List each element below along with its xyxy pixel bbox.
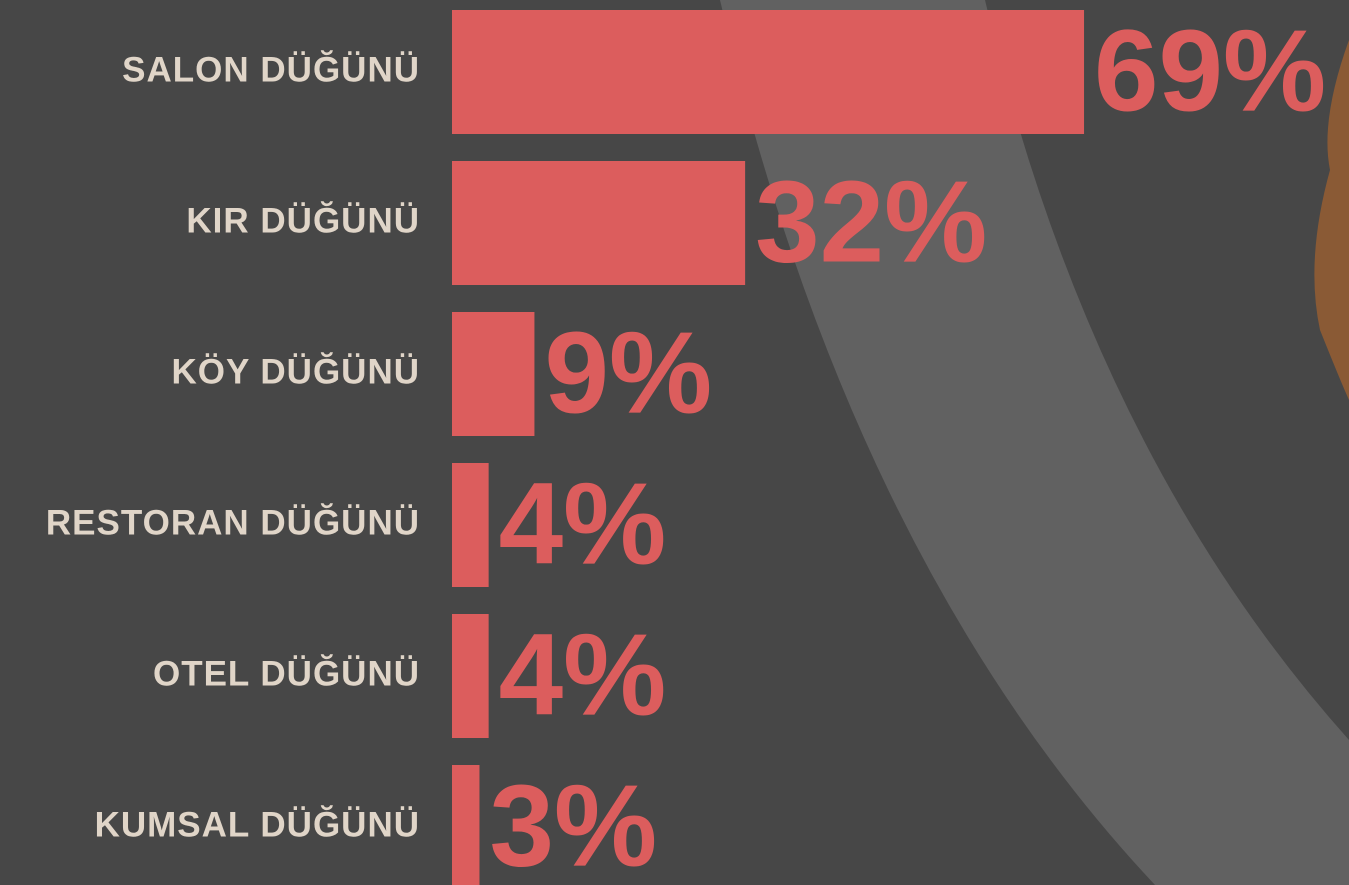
bar — [452, 312, 535, 436]
bar — [452, 765, 480, 885]
value-label: 3% — [489, 761, 657, 885]
category-label: KUMSAL DÜĞÜNÜ — [95, 804, 420, 844]
category-label: KÖY DÜĞÜNÜ — [171, 351, 420, 391]
category-label: OTEL DÜĞÜNÜ — [153, 653, 420, 693]
category-label: RESTORAN DÜĞÜNÜ — [46, 502, 420, 542]
value-label: 69% — [1094, 6, 1326, 136]
value-label: 9% — [544, 308, 712, 438]
category-label: KIR DÜĞÜNÜ — [186, 200, 420, 240]
photo-edge — [1314, 40, 1349, 400]
bar — [452, 463, 489, 587]
bar — [452, 10, 1085, 134]
category-label: SALON DÜĞÜNÜ — [122, 49, 420, 89]
value-label: 4% — [499, 610, 667, 740]
value-label: 32% — [755, 157, 987, 287]
value-label: 4% — [499, 459, 667, 589]
bar — [452, 614, 489, 738]
bar — [452, 161, 746, 285]
decorative-arc — [720, 0, 1349, 885]
